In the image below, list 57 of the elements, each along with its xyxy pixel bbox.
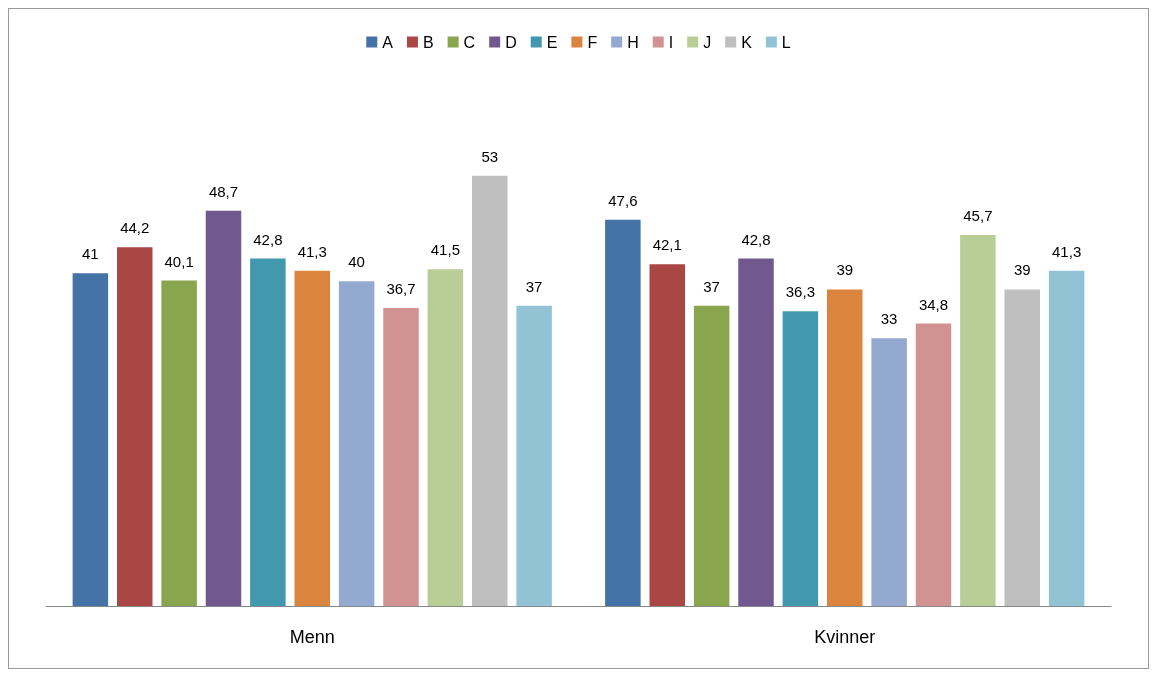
bar — [960, 235, 996, 606]
bar — [871, 338, 907, 606]
data-label: 42,1 — [652, 236, 682, 254]
legend-label: F — [587, 33, 598, 51]
bar — [250, 258, 286, 606]
data-label: 41,3 — [1052, 242, 1082, 260]
bar — [294, 270, 330, 606]
bar — [427, 269, 464, 606]
data-label: 36,7 — [386, 280, 416, 298]
legend-label: C — [463, 33, 476, 51]
data-label: 39 — [1013, 261, 1031, 279]
data-label: 42,8 — [253, 230, 283, 248]
bar — [72, 273, 109, 606]
data-label: 45,7 — [963, 207, 993, 225]
legend-label: K — [741, 33, 753, 51]
data-label: 44,2 — [120, 219, 150, 237]
data-label: 48,7 — [208, 182, 239, 200]
bar — [161, 280, 197, 606]
data-label: 36,3 — [785, 283, 815, 301]
bar — [605, 219, 641, 606]
x-tick-label: Kvinner — [814, 627, 876, 647]
legend-label: B — [422, 33, 434, 51]
bar — [383, 308, 419, 606]
legend-label: H — [627, 33, 639, 51]
bar — [693, 305, 730, 606]
data-label: 41,5 — [430, 241, 460, 259]
data-label: 41,3 — [297, 242, 327, 260]
bar — [782, 311, 819, 606]
legend-label: J — [703, 33, 712, 51]
legend-label: E — [546, 33, 558, 51]
data-label: 47,6 — [608, 191, 638, 209]
data-label: 40 — [348, 253, 365, 271]
bar — [1004, 289, 1040, 606]
legend-label: A — [382, 33, 394, 51]
data-label: 41 — [82, 245, 99, 263]
bar — [915, 323, 952, 606]
data-label: 37 — [703, 277, 720, 295]
legend-label: D — [505, 33, 517, 51]
data-label: 40,1 — [164, 252, 194, 270]
data-label: 53 — [481, 147, 499, 165]
data-label: 37 — [525, 277, 543, 295]
x-tick-label: Menn — [289, 627, 335, 647]
bar — [516, 305, 552, 606]
bar — [472, 175, 508, 606]
legend-label: L — [781, 33, 791, 51]
data-label: 42,8 — [741, 230, 771, 248]
bar — [117, 247, 153, 606]
data-label: 39 — [836, 261, 854, 279]
bar — [1048, 270, 1085, 606]
legend-label: I — [668, 33, 674, 51]
bar — [649, 264, 685, 606]
data-label: 34,8 — [918, 295, 949, 313]
bar — [205, 210, 242, 606]
bar — [738, 258, 774, 606]
data-label: 33 — [880, 310, 898, 328]
bar — [827, 289, 863, 606]
bar — [338, 281, 375, 606]
